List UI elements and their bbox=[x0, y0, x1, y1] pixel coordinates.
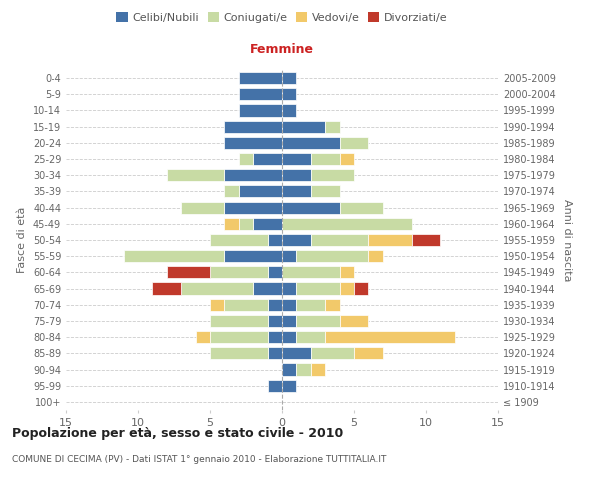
Bar bbox=[354, 348, 383, 360]
Bar bbox=[282, 250, 296, 262]
Bar bbox=[340, 315, 368, 327]
Bar bbox=[210, 348, 268, 360]
Bar bbox=[340, 137, 368, 149]
Bar bbox=[296, 250, 368, 262]
Bar bbox=[239, 186, 282, 198]
Bar bbox=[253, 153, 282, 165]
Bar bbox=[196, 331, 210, 343]
Bar bbox=[282, 348, 311, 360]
Bar bbox=[282, 380, 296, 392]
Bar bbox=[224, 120, 282, 132]
Bar bbox=[340, 282, 354, 294]
Bar bbox=[181, 282, 253, 294]
Bar bbox=[296, 282, 340, 294]
Bar bbox=[282, 315, 296, 327]
Bar bbox=[210, 315, 268, 327]
Bar bbox=[282, 266, 340, 278]
Bar bbox=[282, 364, 296, 376]
Bar bbox=[340, 202, 383, 213]
Bar bbox=[268, 266, 282, 278]
Bar bbox=[268, 298, 282, 311]
Bar bbox=[210, 331, 268, 343]
Text: Popolazione per età, sesso e stato civile - 2010: Popolazione per età, sesso e stato civil… bbox=[12, 428, 343, 440]
Text: COMUNE DI CECIMA (PV) - Dati ISTAT 1° gennaio 2010 - Elaborazione TUTTITALIA.IT: COMUNE DI CECIMA (PV) - Dati ISTAT 1° ge… bbox=[12, 455, 386, 464]
Bar bbox=[325, 331, 455, 343]
Bar bbox=[152, 282, 181, 294]
Bar bbox=[282, 88, 296, 101]
Bar bbox=[268, 380, 282, 392]
Bar bbox=[325, 120, 340, 132]
Bar bbox=[282, 186, 311, 198]
Bar bbox=[296, 331, 325, 343]
Bar bbox=[282, 331, 296, 343]
Bar bbox=[239, 218, 253, 230]
Bar bbox=[224, 186, 239, 198]
Bar bbox=[253, 282, 282, 294]
Bar bbox=[268, 331, 282, 343]
Bar bbox=[311, 364, 325, 376]
Bar bbox=[368, 234, 412, 246]
Bar bbox=[282, 282, 296, 294]
Bar bbox=[210, 298, 224, 311]
Bar bbox=[239, 72, 282, 84]
Bar bbox=[311, 153, 340, 165]
Bar bbox=[368, 250, 383, 262]
Bar bbox=[282, 153, 311, 165]
Bar bbox=[268, 234, 282, 246]
Bar bbox=[282, 120, 325, 132]
Bar bbox=[167, 266, 210, 278]
Bar bbox=[239, 153, 253, 165]
Bar bbox=[325, 298, 340, 311]
Bar bbox=[354, 282, 368, 294]
Bar bbox=[282, 104, 296, 117]
Bar bbox=[340, 153, 354, 165]
Bar bbox=[181, 202, 224, 213]
Bar bbox=[224, 137, 282, 149]
Y-axis label: Fasce di età: Fasce di età bbox=[17, 207, 27, 273]
Bar bbox=[268, 315, 282, 327]
Bar bbox=[282, 234, 311, 246]
Bar bbox=[224, 202, 282, 213]
Bar bbox=[282, 72, 296, 84]
Bar bbox=[224, 169, 282, 181]
Bar bbox=[124, 250, 224, 262]
Bar bbox=[282, 169, 311, 181]
Y-axis label: Anni di nascita: Anni di nascita bbox=[562, 198, 572, 281]
Bar bbox=[224, 298, 268, 311]
Bar bbox=[412, 234, 440, 246]
Bar bbox=[239, 104, 282, 117]
Bar bbox=[340, 266, 354, 278]
Bar bbox=[282, 137, 340, 149]
Bar bbox=[296, 315, 340, 327]
Bar bbox=[224, 250, 282, 262]
Bar bbox=[253, 218, 282, 230]
Bar bbox=[311, 348, 354, 360]
Bar bbox=[282, 218, 412, 230]
Bar bbox=[268, 348, 282, 360]
Bar bbox=[282, 298, 296, 311]
Bar bbox=[282, 202, 340, 213]
Legend: Celibi/Nubili, Coniugati/e, Vedovi/e, Divorziati/e: Celibi/Nubili, Coniugati/e, Vedovi/e, Di… bbox=[112, 8, 452, 28]
Bar bbox=[296, 298, 325, 311]
Bar bbox=[167, 169, 224, 181]
Bar bbox=[224, 218, 239, 230]
Bar bbox=[210, 234, 268, 246]
Text: Femmine: Femmine bbox=[250, 44, 314, 57]
Bar bbox=[311, 234, 368, 246]
Bar bbox=[311, 169, 354, 181]
Bar bbox=[296, 364, 311, 376]
Bar bbox=[239, 88, 282, 101]
Bar bbox=[311, 186, 340, 198]
Bar bbox=[210, 266, 268, 278]
